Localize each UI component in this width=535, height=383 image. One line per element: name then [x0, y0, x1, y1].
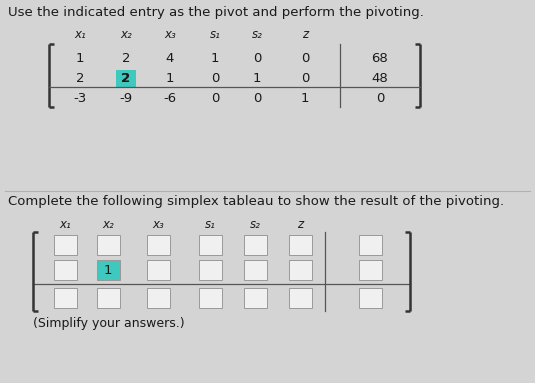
Text: x₂: x₂ [120, 28, 132, 41]
Text: 68: 68 [372, 52, 388, 65]
Text: x₁: x₁ [74, 28, 86, 41]
Text: 2: 2 [122, 52, 130, 65]
Bar [243, 235, 266, 255]
Bar [288, 288, 311, 308]
Text: 0: 0 [253, 93, 261, 105]
Text: 1: 1 [253, 72, 261, 85]
Text: 1: 1 [166, 72, 174, 85]
Bar [116, 70, 136, 88]
Text: x₃: x₃ [164, 28, 176, 41]
Bar [198, 235, 221, 255]
Text: -6: -6 [163, 93, 177, 105]
Text: 4: 4 [166, 52, 174, 65]
Text: x₃: x₃ [152, 218, 164, 231]
Text: x₁: x₁ [59, 218, 71, 231]
Text: -3: -3 [73, 93, 87, 105]
Bar [147, 260, 170, 280]
Text: z: z [297, 218, 303, 231]
Text: 48: 48 [372, 72, 388, 85]
Text: 2: 2 [122, 72, 130, 85]
Bar [147, 288, 170, 308]
Text: (Simplify your answers.): (Simplify your answers.) [33, 317, 185, 330]
Text: Use the indicated entry as the pivot and perform the pivoting.: Use the indicated entry as the pivot and… [8, 6, 424, 19]
Text: 0: 0 [211, 72, 219, 85]
Bar [147, 235, 170, 255]
Text: s₁: s₁ [204, 218, 216, 231]
Text: s₁: s₁ [210, 28, 220, 41]
Bar [243, 288, 266, 308]
Bar [54, 288, 77, 308]
Bar [198, 288, 221, 308]
Text: Complete the following simplex tableau to show the result of the pivoting.: Complete the following simplex tableau t… [8, 195, 504, 208]
Text: 2: 2 [121, 72, 131, 85]
Text: 1: 1 [211, 52, 219, 65]
Bar [54, 260, 77, 280]
Text: 0: 0 [301, 72, 309, 85]
Text: 0: 0 [376, 93, 384, 105]
Bar [243, 260, 266, 280]
Text: 2: 2 [76, 72, 84, 85]
Text: 0: 0 [211, 93, 219, 105]
Bar [96, 260, 119, 280]
Bar [358, 288, 381, 308]
Bar [96, 235, 119, 255]
Bar [288, 235, 311, 255]
Text: -9: -9 [119, 93, 133, 105]
Bar [198, 260, 221, 280]
Bar [358, 260, 381, 280]
Text: 0: 0 [253, 52, 261, 65]
Text: 1: 1 [104, 264, 112, 277]
Bar [96, 288, 119, 308]
Bar [54, 235, 77, 255]
Text: 0: 0 [301, 52, 309, 65]
Bar [358, 235, 381, 255]
Text: 1: 1 [76, 52, 84, 65]
Text: s₂: s₂ [251, 28, 263, 41]
Text: x₂: x₂ [102, 218, 114, 231]
Text: s₂: s₂ [249, 218, 261, 231]
Bar [288, 260, 311, 280]
Text: 1: 1 [301, 93, 309, 105]
Text: z: z [302, 28, 308, 41]
